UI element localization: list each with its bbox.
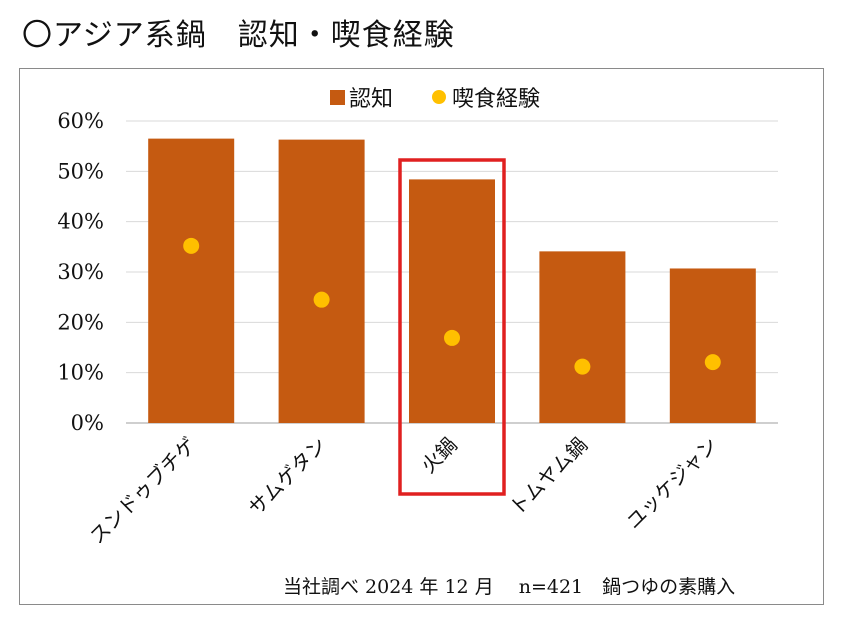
bar [148,138,235,423]
legend-dot-label: 喫食経験 [452,87,540,112]
y-tick-label: 0% [71,411,104,435]
y-tick-label: 50% [57,159,104,183]
legend: 認知 喫食経験 [330,87,540,112]
x-category-label: 火鍋 [416,433,461,478]
dot [704,354,721,371]
chart-frame [19,68,824,605]
dots [183,237,721,375]
x-category-label: トムヤム鍋 [505,433,592,520]
y-tick-label: 40% [57,210,104,234]
bars [148,138,756,423]
dot [444,329,460,346]
bar [669,268,756,423]
dot [313,291,330,308]
legend-bar-swatch [330,90,345,105]
y-tick-label: 30% [57,260,104,284]
y-tick-label: 20% [57,310,104,334]
legend-dot-swatch [432,90,446,104]
x-category-label: スンドゥブチゲ [85,433,201,549]
y-tick-label: 60% [57,109,104,133]
x-axis-labels: スンドゥブチゲ サムゲタン 火鍋 トムヤム鍋 ユッケジャン [85,433,723,549]
y-tick-label: 10% [57,361,104,385]
y-axis-ticks: 0% 10% 20% 30% 40% 50% 60% [57,109,104,435]
legend-bar-label: 認知 [349,87,393,112]
bar [409,179,495,423]
bar [539,251,626,423]
dot [183,237,200,254]
x-category-label: サムゲタン [244,433,331,520]
highlight [398,158,506,496]
bar [278,139,365,423]
page-title: 〇アジア系鍋 認知・喫食経験 [22,18,455,53]
highlight-box [398,158,506,496]
x-category-label: ユッケジャン [621,433,722,534]
footnote: 当社調べ 2024 年 12 月 n=421 鍋つゆの素購入 [283,576,736,598]
dot [574,358,591,375]
